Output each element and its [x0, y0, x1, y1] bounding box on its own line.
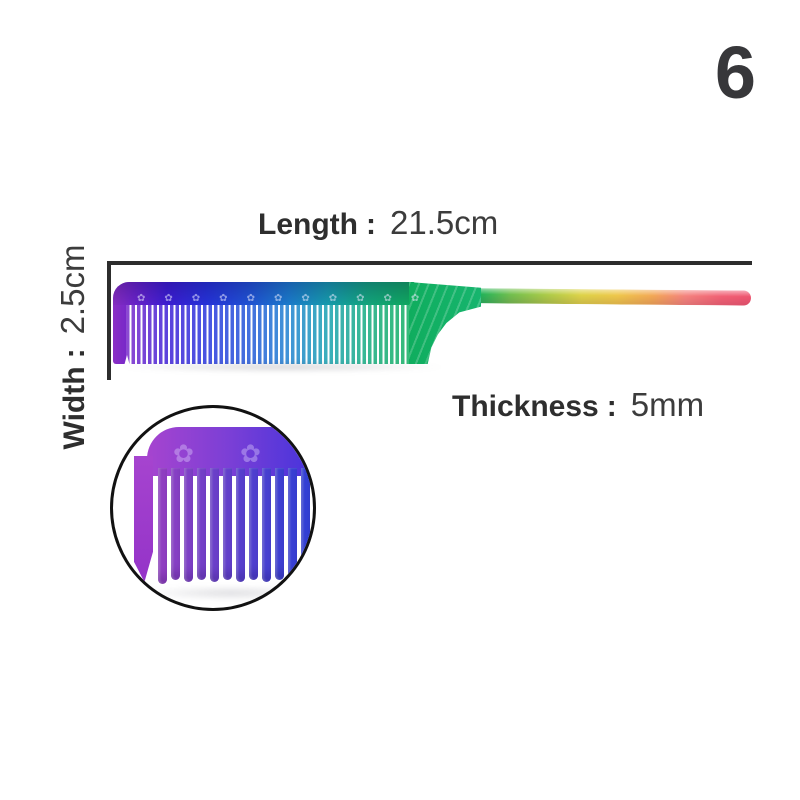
rainbow-rat-tail-comb-image: ✿ ✿ ✿ ✿ ✿ ✿ ✿ ✿ ✿ ✿ ✿ [113, 282, 758, 377]
flower-ornament-icon: ✿ [191, 293, 201, 304]
comb-ornaments-row: ✿ ✿ ✿ ✿ ✿ ✿ ✿ ✿ ✿ ✿ ✿ [137, 293, 419, 304]
inset-tooth [184, 468, 193, 582]
length-value: 21.5cm [389, 204, 499, 241]
inset-tooth [197, 468, 206, 580]
inset-tooth [171, 468, 180, 580]
flower-ornament-icon: ✿ [410, 293, 420, 304]
thickness-colon: : [606, 390, 617, 423]
inset-tooth [158, 468, 167, 584]
comb-shadow [117, 361, 447, 373]
length-colon: : [365, 208, 376, 241]
inset-tooth [210, 468, 219, 582]
inset-shadow [141, 586, 313, 600]
flower-ornament-icon: ✿ [301, 293, 310, 304]
inset-tooth [288, 468, 297, 582]
figure-index-number: 6 [714, 31, 756, 114]
magnified-detail-circle: ✿ ✿ ✿ [110, 405, 316, 611]
width-caption: Width : 2.5cm [54, 241, 100, 453]
inset-tooth [262, 468, 271, 582]
flower-ornament-icon: ✿ [219, 293, 228, 304]
length-label: Length [258, 208, 358, 241]
flower-ornament-icon: ✿ [164, 293, 173, 304]
flower-ornament-icon: ✿ [356, 293, 365, 304]
thickness-value: 5mm [630, 386, 705, 423]
flower-ornament-icon: ✿ [246, 293, 255, 304]
inset-ornaments-row: ✿ ✿ ✿ [173, 439, 313, 468]
flower-ornament-icon: ✿ [173, 439, 194, 468]
inset-comb-teeth [158, 468, 316, 584]
inset-tooth [223, 468, 232, 580]
inset-edge-tooth [134, 456, 153, 582]
comb-body: ✿ ✿ ✿ ✿ ✿ ✿ ✿ ✿ ✿ ✿ ✿ [113, 282, 419, 366]
width-colon: : [58, 348, 91, 359]
flower-ornament-icon: ✿ [239, 439, 261, 468]
inset-tooth [249, 468, 258, 580]
inset-tooth [301, 468, 310, 580]
comb-heel [409, 282, 481, 364]
width-label: Width [58, 366, 91, 450]
flower-ornament-icon: ✿ [383, 293, 392, 304]
length-dimension-line [107, 261, 752, 265]
flower-ornament-icon: ✿ [328, 293, 338, 304]
inset-tooth [314, 468, 316, 582]
comb-tail [452, 288, 752, 306]
inset-comb-body: ✿ ✿ ✿ [147, 427, 313, 476]
length-caption: Length : 21.5cm [258, 204, 498, 242]
thickness-caption: Thickness : 5mm [452, 386, 704, 424]
width-value: 2.5cm [54, 244, 91, 335]
flower-ornament-icon: ✿ [307, 439, 313, 468]
inset-tooth [275, 468, 284, 580]
inset-tooth [236, 468, 245, 582]
width-dimension-line [107, 261, 111, 380]
flower-ornament-icon: ✿ [137, 293, 146, 304]
flower-ornament-icon: ✿ [273, 293, 283, 304]
thickness-label: Thickness [452, 390, 599, 423]
